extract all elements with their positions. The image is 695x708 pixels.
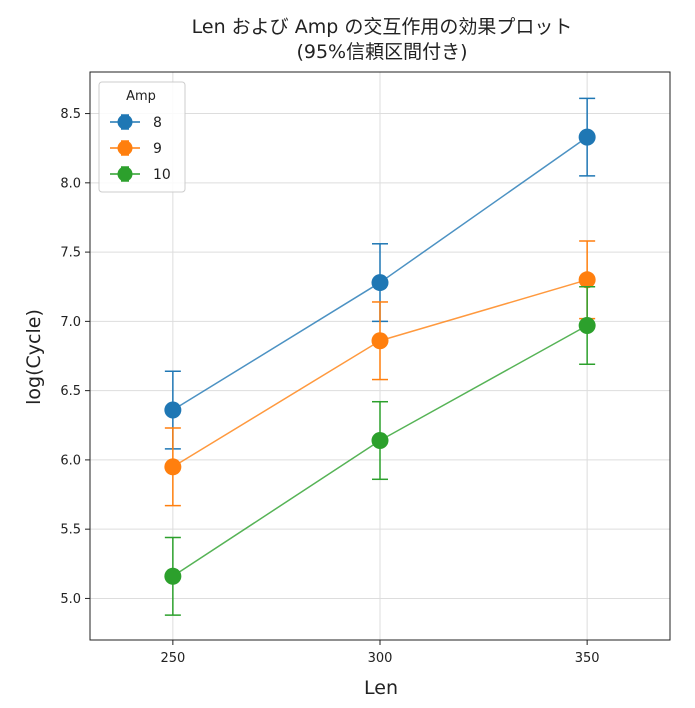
legend-marker-9 — [117, 140, 133, 156]
data-point-8 — [164, 401, 182, 419]
data-point-9 — [164, 458, 182, 476]
legend-marker-10 — [117, 166, 133, 182]
data-point-9 — [371, 332, 389, 350]
data-point-9 — [578, 271, 596, 289]
y-tick-label: 7.5 — [60, 246, 81, 261]
legend-title: Amp — [126, 89, 156, 104]
y-tick-label: 5.0 — [60, 592, 81, 607]
legend-box — [98, 81, 186, 193]
series-layer — [164, 97, 596, 616]
chart-title-line-1: Len および Amp の交互作用の効果プロット — [192, 16, 573, 38]
data-point-8 — [371, 274, 389, 292]
axis-ticks: 250 300 350 5.0 5.5 6.0 6.5 7.0 7.5 8.0 8.5 — [60, 107, 599, 666]
y-tick-label: 7.0 — [60, 315, 81, 330]
data-point-10 — [164, 567, 182, 585]
legend-label-8: 8 — [153, 115, 162, 131]
y-tick-label: 6.5 — [60, 384, 81, 399]
y-tick-label: 8.0 — [60, 176, 81, 191]
data-point-10 — [578, 317, 596, 335]
x-tick-label: 350 — [575, 651, 600, 666]
chart-title-line-2: (95%信頼区間付き) — [296, 41, 467, 63]
x-tick-label: 300 — [368, 651, 393, 666]
y-tick-label: 5.5 — [60, 523, 81, 538]
legend-label-10: 10 — [153, 167, 171, 183]
y-tick-label: 8.5 — [60, 107, 81, 122]
x-axis-label: Len — [364, 677, 398, 699]
y-tick-label: 6.0 — [60, 453, 81, 468]
legend-label-9: 9 — [153, 141, 162, 157]
y-axis-label: log(Cycle) — [23, 309, 45, 405]
data-point-8 — [578, 128, 596, 146]
x-tick-label: 250 — [160, 651, 185, 666]
legend-marker-8 — [117, 114, 133, 130]
data-point-10 — [371, 432, 389, 450]
legend: Amp 8 9 10 — [98, 81, 186, 193]
